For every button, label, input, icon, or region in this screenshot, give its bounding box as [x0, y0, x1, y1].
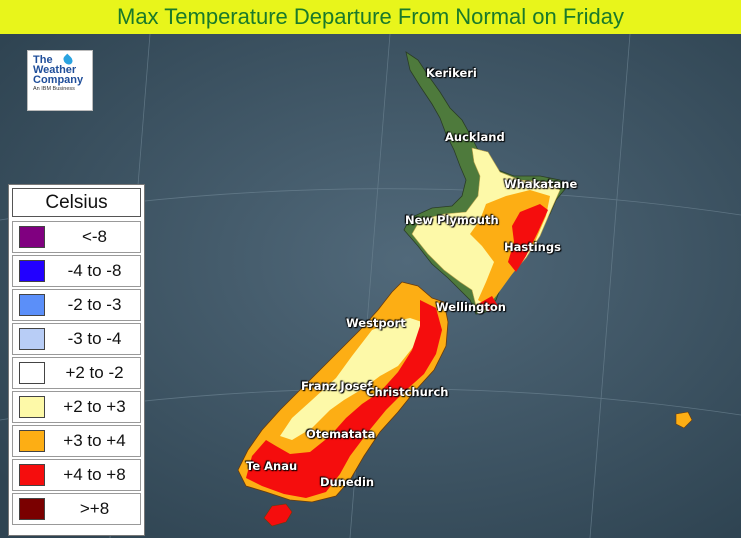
city-label-whakatane: Whakatane	[504, 177, 578, 191]
legend-swatch	[19, 396, 45, 418]
north-island	[403, 51, 567, 315]
city-label-franz-josef: Franz Josef	[301, 379, 373, 393]
legend-item: +4 to +8	[12, 459, 141, 491]
legend-item: -4 to -8	[12, 255, 141, 287]
logo-line-2: Weather	[33, 64, 77, 76]
legend-swatch	[19, 362, 45, 384]
north-island-anomaly-red	[478, 204, 548, 312]
stewart-island	[263, 503, 293, 527]
legend-swatch	[19, 464, 45, 486]
city-label-hastings: Hastings	[504, 240, 561, 254]
legend-label: +2 to -2	[65, 363, 124, 382]
city-label-kerikeri: Kerikeri	[426, 66, 477, 80]
legend-item: >+8	[12, 493, 141, 525]
legend-label: +4 to +8	[63, 465, 126, 484]
city-label-new-plymouth: New Plymouth	[405, 213, 499, 227]
legend-item: <-8	[12, 221, 141, 253]
south-island-anomaly-red	[246, 300, 442, 498]
legend-item: -3 to -4	[12, 323, 141, 355]
legend-label: -3 to -4	[67, 329, 122, 348]
logo-line-4: An IBM Business	[33, 86, 75, 92]
weather-company-logo: The Weather Company An IBM Business	[27, 50, 93, 111]
legend-title: Celsius	[12, 188, 141, 217]
city-label-te-anau: Te Anau	[246, 459, 298, 473]
legend-label: -4 to -8	[67, 261, 122, 280]
temperature-legend: Celsius <-8 -4 to -8 -2 to -3 -3 to -4 +…	[8, 184, 145, 536]
logo-line-1: The	[33, 54, 53, 66]
city-label-auckland: Auckland	[445, 130, 505, 144]
legend-item: -2 to -3	[12, 289, 141, 321]
legend-swatch	[19, 226, 45, 248]
city-label-dunedin: Dunedin	[320, 475, 375, 489]
legend-swatch	[19, 430, 45, 452]
legend-swatch	[19, 294, 45, 316]
legend-label: <-8	[81, 227, 108, 246]
south-island	[237, 281, 693, 527]
legend-label: +2 to +3	[63, 397, 126, 416]
legend-swatch	[19, 498, 45, 520]
legend-label: -2 to -3	[67, 295, 122, 314]
city-label-christchurch: Christchurch	[366, 385, 449, 399]
legend-item: +2 to -2	[12, 357, 141, 389]
city-label-wellington: Wellington	[436, 300, 506, 314]
legend-label: >+8	[79, 499, 110, 518]
south-island-anomaly-yellow	[280, 318, 422, 440]
city-label-westport: Westport	[346, 316, 406, 330]
title-bar: Max Temperature Departure From Normal on…	[0, 0, 741, 34]
legend-item: +3 to +4	[12, 425, 141, 457]
legend-item: +2 to +3	[12, 391, 141, 423]
legend-swatch	[19, 260, 45, 282]
legend-swatch	[19, 328, 45, 350]
city-label-otematata: Otematata	[306, 427, 376, 441]
chatham-islands	[675, 411, 693, 429]
map-title: Max Temperature Departure From Normal on…	[117, 4, 624, 29]
legend-label: +3 to +4	[63, 431, 126, 450]
logo-line-3: Company	[33, 74, 84, 86]
